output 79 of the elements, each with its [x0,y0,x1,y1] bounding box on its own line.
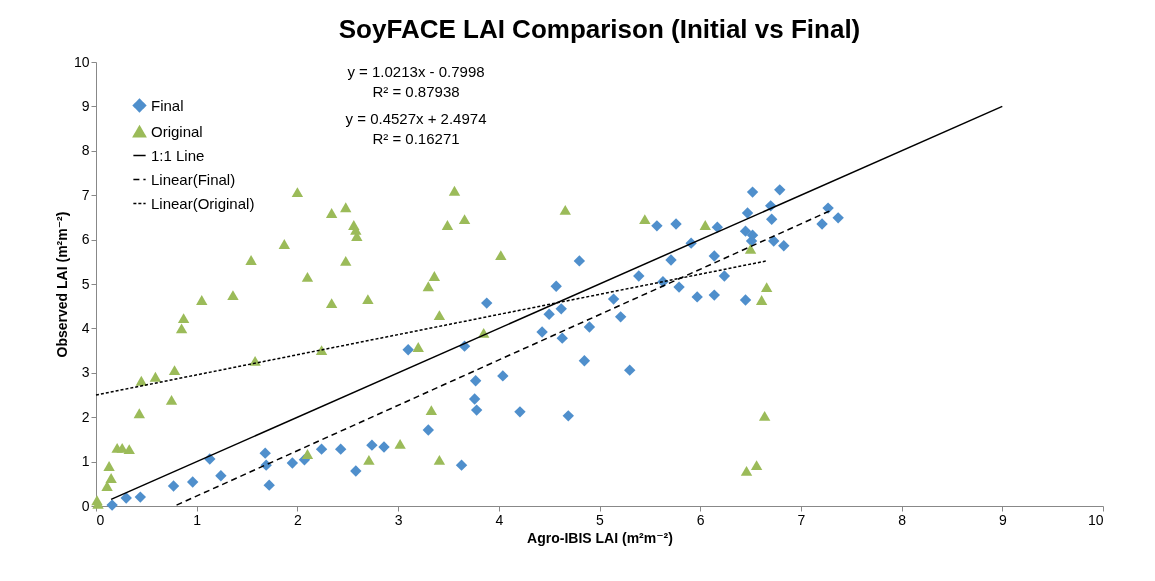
point [325,298,338,309]
point [340,255,352,266]
point [315,345,328,356]
point [362,294,374,305]
point [325,208,338,218]
legend-label: Final [151,96,184,114]
point [175,323,188,334]
x-tick-label: 5 [596,511,605,528]
point [755,295,768,305]
point [758,410,771,421]
point [165,394,178,405]
point [135,375,148,386]
point [760,282,773,293]
y-tick-label: 10 [73,53,90,70]
point [750,460,763,471]
annotation: y = 0.4527x + 2.4974 [345,110,487,127]
point [699,220,711,230]
annotation: y = 1.0213x - 0.7998 [347,63,485,80]
y-tick-label: 7 [81,186,90,203]
legend-label: Linear(Final) [151,170,236,188]
x-tick-label: 3 [394,511,403,528]
x-tick-label: 8 [898,511,907,528]
point [639,214,651,225]
x-tick-label: 1 [193,511,202,528]
point [363,454,375,465]
point [105,473,117,483]
point [301,271,314,282]
point [433,454,446,465]
x-axis-title: Agro-IBIS LAI (m²m⁻²) [527,529,673,546]
y-tick-label: 2 [81,408,90,425]
point [123,444,135,455]
y-axis-title: Observed LAI (m²m⁻²) [53,211,70,358]
point [133,408,145,419]
point [278,239,291,249]
x-tick-label: 6 [696,511,705,528]
point [495,250,507,261]
point [340,202,352,213]
point [428,271,441,281]
y-tick-label: 8 [81,142,90,159]
point [441,220,454,230]
y-tick-label: 6 [81,231,90,248]
point [245,255,257,265]
annotation: R² = 0.16271 [372,130,460,147]
legend-label: 1:1 Line [151,146,205,164]
point [422,281,435,292]
point [291,187,304,198]
point [458,214,471,225]
legend-label: Linear(Original) [151,194,255,212]
point [168,365,181,376]
point [448,185,461,196]
point [103,461,115,471]
point [412,342,424,352]
point [196,295,208,305]
y-tick-label: 9 [81,97,90,114]
x-tick-label: 10 [1087,511,1104,528]
point [149,371,162,382]
y-tick-label: 5 [81,275,90,292]
y-tick-label: 1 [81,453,90,470]
x-tick-label: 2 [294,511,302,528]
y-tick-label: 3 [81,364,90,381]
point [740,465,753,476]
x-tick-label: 9 [998,511,1007,528]
point [301,449,314,459]
x-tick-label: 0 [96,511,105,528]
x-tick-label: 4 [495,511,504,528]
x-tick-label: 7 [797,511,806,528]
point [177,313,190,324]
y-tick-label: 0 [81,497,90,514]
y-tick-label: 4 [81,319,90,336]
point [394,438,406,449]
legend-label: Original [151,122,203,140]
point [744,243,757,254]
chart-title: SoyFACE LAI Comparison (Initial vs Final) [338,14,861,44]
annotation: R² = 0.87938 [372,83,460,100]
point [559,204,571,215]
point [227,290,239,301]
point [101,481,113,491]
point [433,310,446,321]
point [425,405,438,416]
